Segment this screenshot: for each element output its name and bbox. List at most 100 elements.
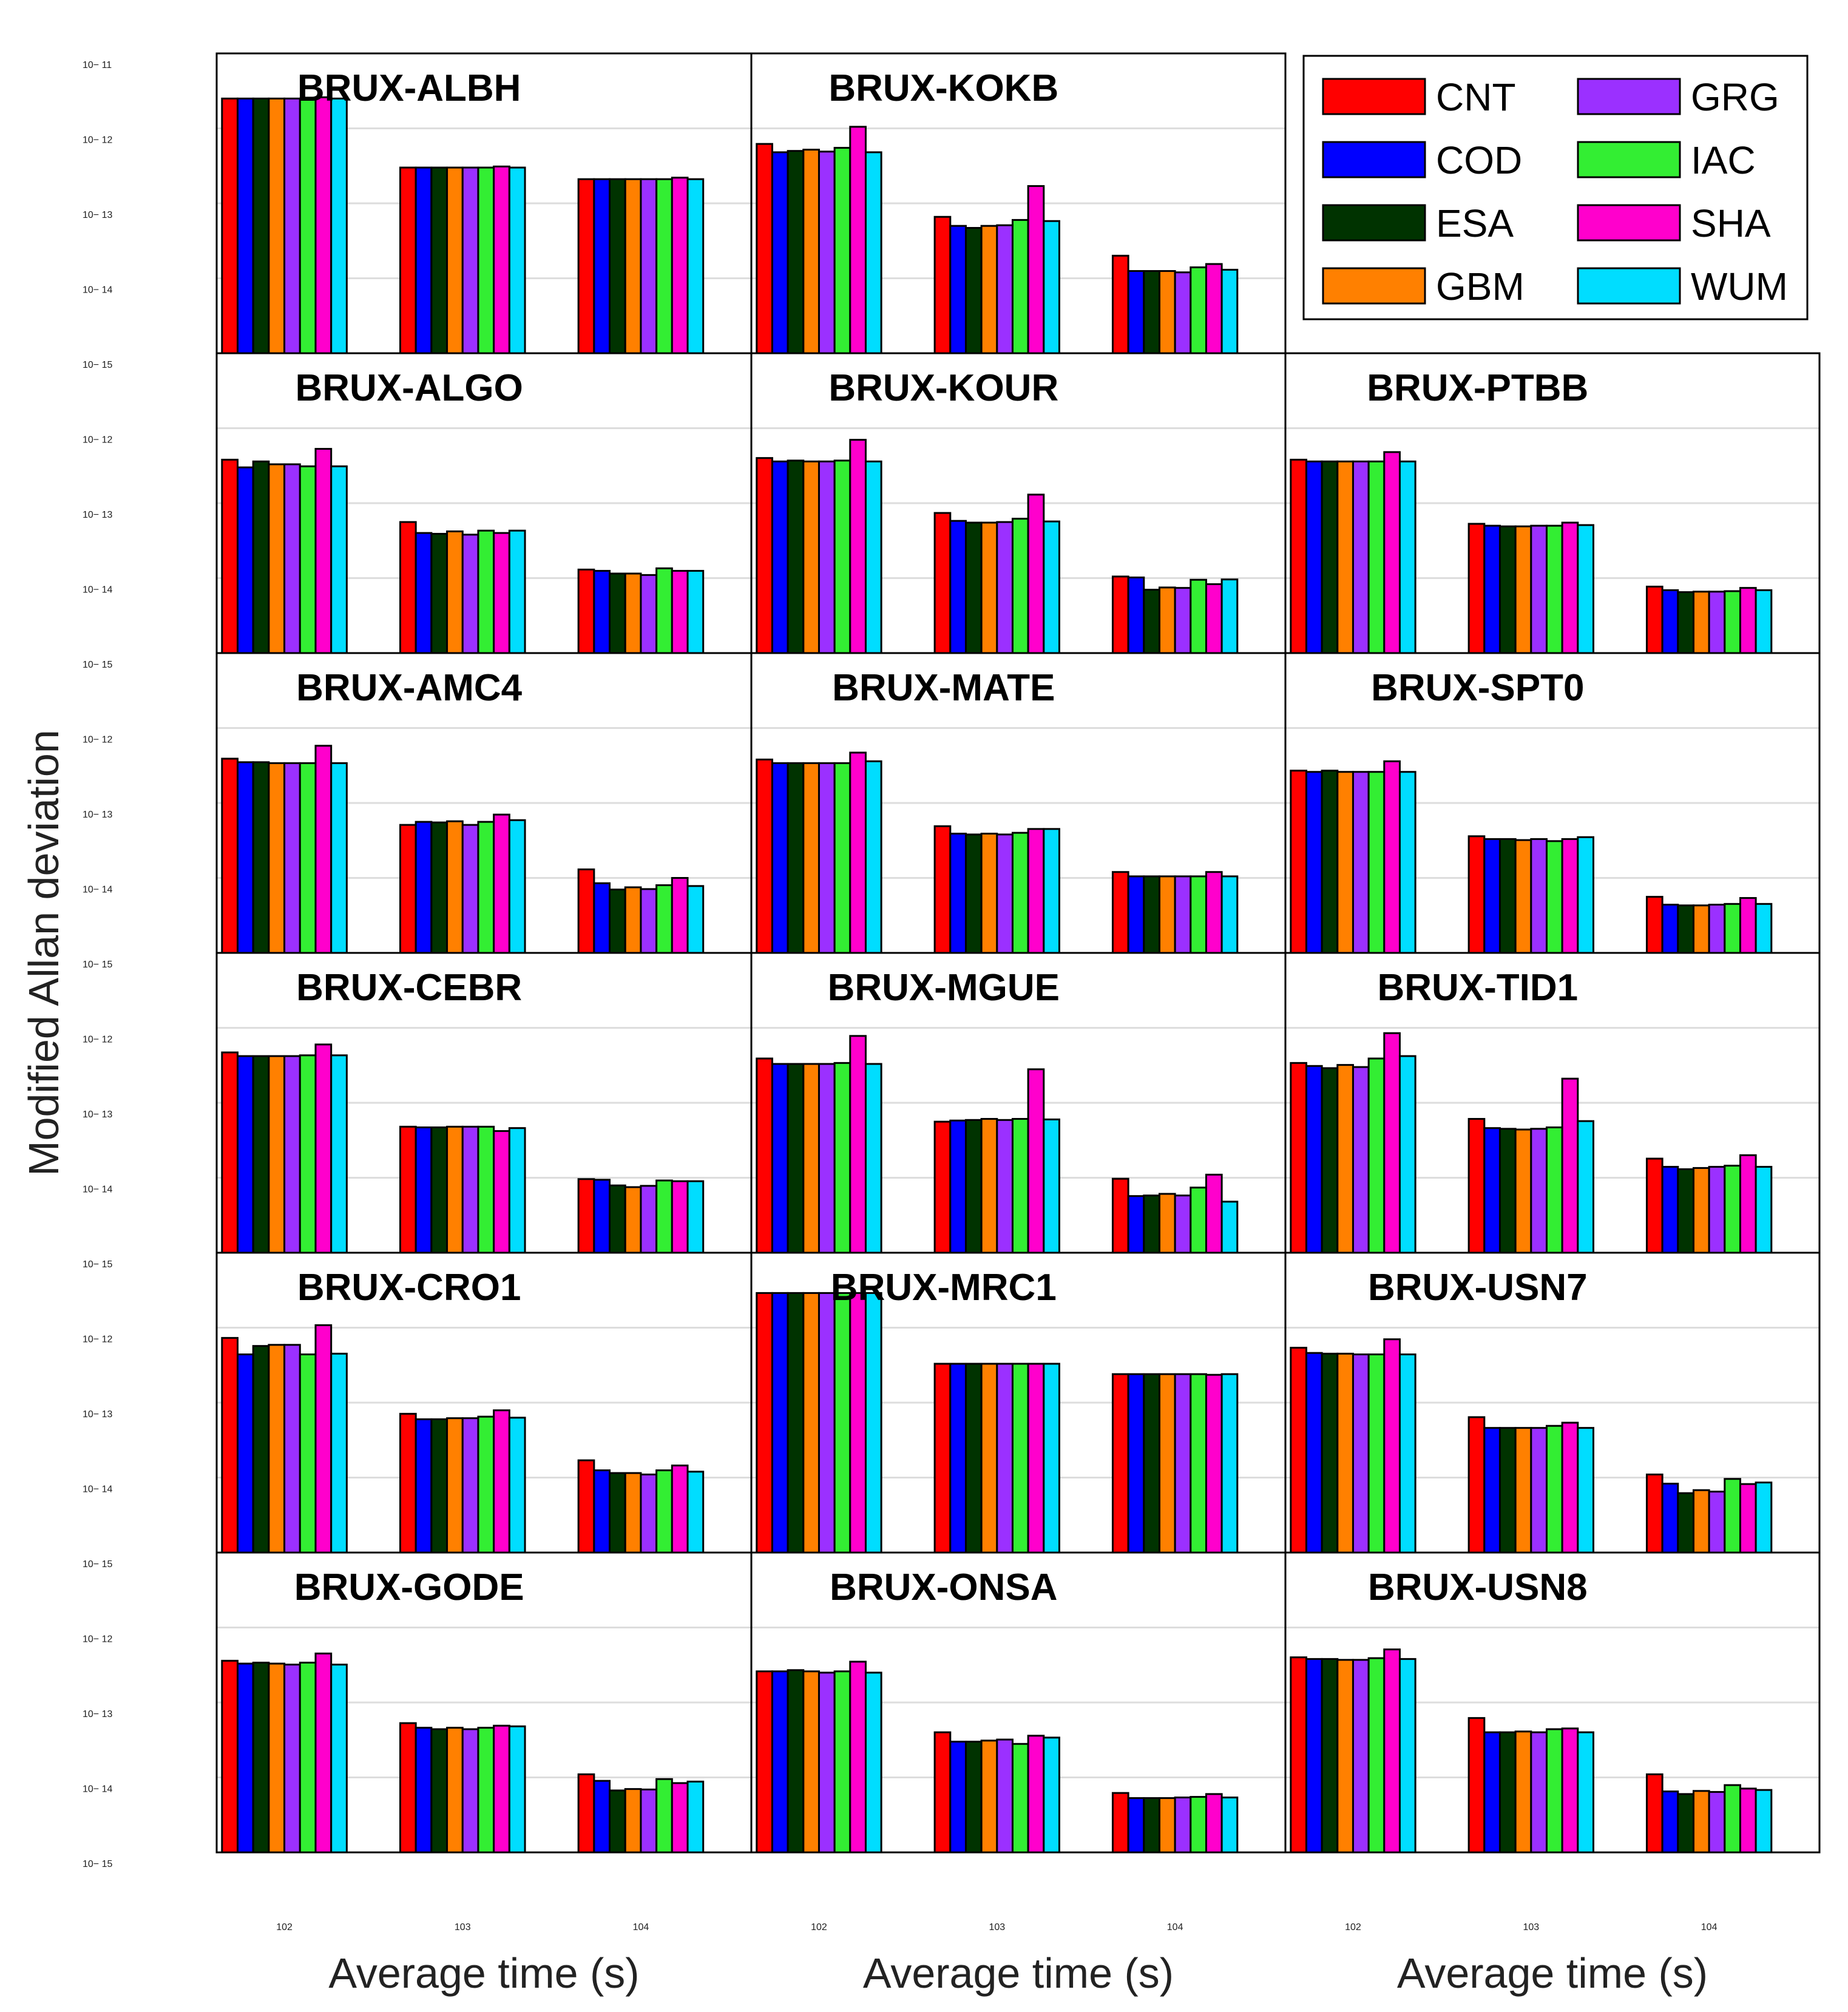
bar-iac (1011, 1363, 1029, 1554)
y-tick-label: 10− 14 (83, 1485, 112, 1495)
bar-iac (1724, 1784, 1741, 1854)
y-tick-label: 10− 11 (83, 60, 112, 70)
bar-cod (1483, 1731, 1501, 1854)
bar-wum (1755, 1482, 1773, 1554)
panel-brux-cro1: BRUX-CRO1 (215, 1252, 753, 1554)
bar-cnt (221, 1336, 239, 1554)
y-tick-label: 10− 14 (83, 1185, 112, 1195)
bar-wum (864, 1063, 882, 1254)
bar-wum (508, 529, 526, 654)
bar-iac (1190, 875, 1207, 954)
bar-cod (1661, 1482, 1679, 1554)
bar-gbm (802, 149, 820, 354)
bar-sha (1205, 1173, 1223, 1254)
bar-esa (964, 521, 983, 654)
y-tick-label: 10− 14 (83, 285, 112, 296)
bar-gbm (802, 460, 820, 654)
bar-sha (314, 745, 333, 954)
legend-swatch-iac (1577, 141, 1681, 178)
bar-iac (477, 1125, 495, 1254)
bar-wum (1043, 1363, 1060, 1554)
bar-iac (477, 1727, 495, 1854)
bar-cod (1127, 270, 1145, 354)
bar-grg (461, 1125, 479, 1254)
bar-sha (849, 1292, 867, 1554)
bar-grg (817, 151, 836, 354)
bar-cnt (756, 143, 773, 354)
panel-frame (1284, 1551, 1821, 1854)
bar-wum (1220, 1797, 1239, 1854)
bar-grg (1708, 1790, 1726, 1854)
bar-grg (996, 521, 1014, 654)
bar-sha (1561, 1421, 1579, 1554)
bar-wum (1220, 1201, 1239, 1254)
legend-label-cod: COD (1436, 138, 1522, 182)
bar-sha (1739, 587, 1757, 654)
bar-esa (964, 1119, 983, 1254)
bar-sha (493, 165, 510, 354)
bar-esa (252, 460, 270, 654)
legend-swatch-cod (1322, 141, 1426, 178)
bar-wum (864, 460, 882, 654)
bar-iac (1724, 1478, 1741, 1554)
66: 104 (1701, 1922, 1718, 1932)
bar-esa (1498, 1128, 1517, 1254)
bar-sha (671, 1180, 689, 1254)
bar-sha (1739, 1787, 1757, 1854)
bar-sha (671, 1465, 689, 1554)
panels: BRUX-ALBH BRUX-KOKB BRUX-ALGO BRUX-KOUR BRUX… (215, 52, 1821, 1854)
bar-iac (299, 97, 317, 354)
bar-iac (833, 1062, 851, 1254)
66: 104 (633, 1922, 649, 1932)
bar-cnt (577, 568, 595, 654)
bar-grg (1174, 271, 1192, 354)
bar-grg (461, 533, 479, 654)
bar-sha (1561, 838, 1579, 954)
bar-cod (237, 466, 254, 654)
bar-cnt (1645, 1773, 1664, 1854)
bar-gbm (1692, 591, 1710, 654)
bar-iac (1545, 1728, 1563, 1854)
panel-title: BRUX-ALGO (295, 367, 523, 409)
bar-iac (1190, 266, 1207, 354)
bar-wum (686, 1180, 705, 1254)
bar-cnt (1111, 1792, 1129, 1854)
bar-cnt (756, 758, 773, 954)
bar-sha (1205, 1374, 1223, 1554)
bar-cod (771, 1063, 789, 1254)
bar-sha (1027, 828, 1045, 954)
bar-wum (508, 819, 526, 954)
bar-cnt (933, 215, 952, 354)
bar-iac (655, 1469, 673, 1554)
bar-cnt (933, 512, 952, 654)
bar-wum (1043, 828, 1060, 954)
bar-cod (1305, 1658, 1323, 1854)
bar-iac (1190, 1796, 1207, 1854)
bar-cod (593, 1780, 611, 1854)
bar-cod (949, 833, 967, 954)
bar-iac (299, 1353, 317, 1554)
bar-gbm (802, 762, 820, 954)
bar-grg (640, 888, 658, 954)
bar-grg (1708, 904, 1726, 954)
bar-grg (1352, 1353, 1370, 1554)
bar-gbm (1514, 525, 1532, 654)
bar-gbm (1514, 1730, 1532, 1854)
bar-sha (314, 1324, 333, 1554)
bar-gbm (980, 1363, 998, 1554)
panel-brux-amc4: BRUX-AMC4 (215, 652, 753, 954)
bar-cod (593, 570, 611, 654)
legend-label-grg: GRG (1691, 75, 1779, 119)
bar-cnt (1645, 896, 1664, 954)
bar-cod (415, 166, 433, 354)
bar-wum (1220, 578, 1239, 654)
bar-iac (1367, 1657, 1386, 1854)
bar-sha (1027, 493, 1045, 654)
panel-brux-tid1: BRUX-TID1 (1284, 952, 1821, 1254)
bar-sha (671, 177, 689, 354)
bar-wum (330, 1664, 348, 1854)
bar-gbm (1158, 1193, 1176, 1254)
bar-gbm (980, 833, 998, 954)
bar-iac (299, 762, 317, 954)
bar-iac (1367, 1353, 1386, 1554)
